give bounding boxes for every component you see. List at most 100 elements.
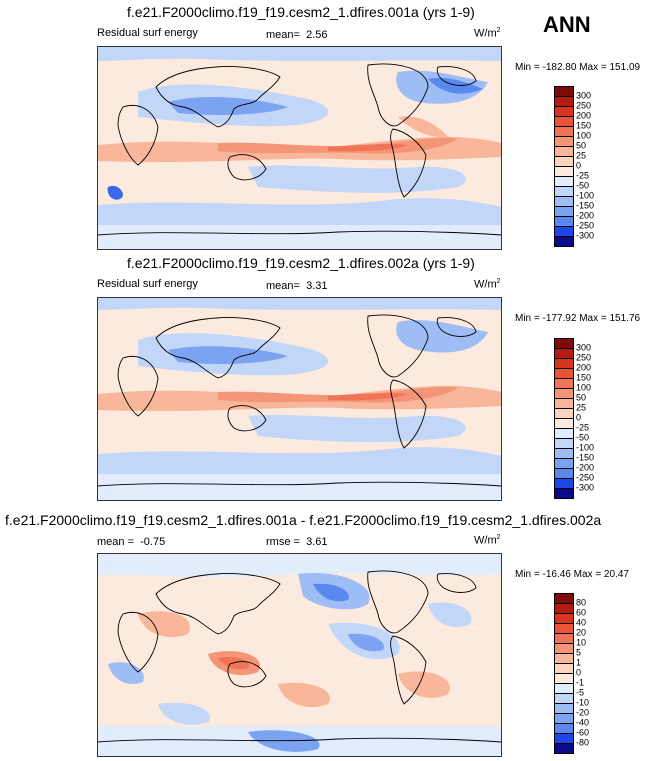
colorbar-swatch [555, 408, 573, 418]
colorbar-tick-label: 150 [576, 372, 592, 383]
min-max-label: Min = -16.46 Max = 20.47 [515, 569, 629, 580]
colorbar-swatch [555, 643, 573, 653]
colorbar-swatch [555, 594, 573, 603]
coastlines [98, 63, 501, 236]
units-label: W/m2 [474, 278, 501, 291]
colorbar-tick-label: -300 [576, 482, 595, 493]
global-map [97, 553, 502, 757]
colorbar-swatch [555, 206, 573, 216]
colorbar-tick-label: 40 [576, 617, 587, 628]
colorbar-tick-label: -200 [576, 462, 595, 473]
field-contour [328, 144, 408, 152]
field-contour [398, 116, 448, 138]
colorbar-swatch [555, 673, 573, 683]
season-label: ANN [543, 12, 591, 37]
panel-title: f.e21.F2000climo.f19_f19.cesm2_1.dfires.… [5, 512, 602, 528]
field-contour [158, 702, 210, 725]
panel-title: f.e21.F2000climo.f19_f19.cesm2_1.dfires.… [127, 255, 475, 271]
colorbar-swatch [555, 743, 573, 753]
mean-value: 3.31 [306, 280, 328, 292]
field-contour [218, 386, 458, 403]
units-label: W/m2 [474, 534, 501, 547]
min-max-label: Min = -182.80 Max = 151.09 [515, 62, 641, 73]
colorbar-swatch [555, 613, 573, 623]
field-contour [248, 165, 466, 193]
colorbar-tick-label: -1 [576, 677, 585, 688]
colorbar-swatch [555, 633, 573, 643]
colorbar-swatch [555, 663, 573, 673]
colorbar-tick-label: -150 [576, 200, 595, 211]
colorbar-swatch [555, 603, 573, 613]
colorbar-swatch [555, 348, 573, 358]
colorbar-tick-label: 100 [576, 382, 592, 393]
colorbar-tick-label: 300 [576, 342, 592, 353]
field-contour [398, 671, 450, 698]
colorbar-tick-label: -10 [576, 697, 590, 708]
colorbar-tick-label: -150 [576, 452, 595, 463]
field-contour [138, 611, 190, 638]
variable-label: Residual surf energy [97, 27, 198, 39]
colorbar-swatch [555, 693, 573, 703]
colorbar-swatch [555, 156, 573, 166]
colorbar-swatch [555, 126, 573, 136]
colorbar [554, 593, 574, 754]
colorbar-tick-label: -60 [576, 727, 590, 738]
mean-label: mean = -0.75 [97, 536, 166, 548]
colorbar-swatch [555, 488, 573, 498]
colorbar-tick-label: -25 [576, 422, 590, 433]
colorbar-swatch [555, 478, 573, 488]
colorbar-tick-label: -50 [576, 432, 590, 443]
colorbar-swatch [555, 166, 573, 176]
colorbar-swatch [555, 388, 573, 398]
field-contour [396, 320, 488, 353]
colorbar-labels: 80 60 40 20 10 5 1 0 -1 -5 -10 -20 -40 -60 -80 [576, 593, 616, 751]
field-contour [168, 97, 288, 115]
mean-value: 2.56 [306, 29, 328, 41]
colorbar-swatch [555, 623, 573, 633]
global-map [97, 297, 502, 501]
colorbar-swatch [555, 683, 573, 693]
colorbar-swatch [555, 368, 573, 378]
colorbar-tick-label: 0 [576, 412, 582, 423]
colorbar-tick-label: 250 [576, 100, 592, 111]
colorbar-swatch [555, 448, 573, 458]
colorbar-tick-label: 150 [576, 120, 592, 131]
colorbar-tick-label: 80 [576, 597, 587, 608]
field-contour [278, 682, 330, 708]
colorbar-swatch [555, 216, 573, 226]
mean-value: -0.75 [140, 536, 166, 548]
colorbar-tick-label: -25 [576, 170, 590, 181]
colorbar-swatch [555, 146, 573, 156]
rmse-label: rmse = 3.61 [266, 536, 328, 548]
field-contour [428, 602, 472, 628]
colorbar-swatch [555, 116, 573, 126]
colorbar-swatch [555, 458, 573, 468]
colorbar-labels: 300 250 200 150 100 50 25 0 -25 -50 -100 -150 -200 -2… [576, 86, 616, 244]
colorbar-tick-label: 50 [576, 392, 587, 403]
colorbar-tick-label: -40 [576, 717, 590, 728]
rmse-value: 3.61 [306, 536, 328, 548]
colorbar-swatch [555, 428, 573, 438]
colorbar-swatch [555, 703, 573, 713]
units-label: W/m2 [474, 27, 501, 40]
field-contour [98, 198, 501, 225]
field-contour [98, 447, 501, 474]
colorbar-swatch [555, 96, 573, 106]
field-contour [218, 137, 458, 154]
field-contour [328, 393, 408, 401]
colorbar-swatch [555, 358, 573, 368]
colorbar-tick-label: 50 [576, 140, 587, 151]
field-contour [107, 185, 123, 200]
coastlines [98, 314, 501, 487]
colorbar-swatch [555, 186, 573, 196]
colorbar-tick-label: 60 [576, 607, 587, 618]
global-map [97, 46, 502, 250]
colorbar-tick-label: 25 [576, 150, 587, 161]
min-max-label: Min = -177.92 Max = 151.76 [515, 313, 641, 324]
colorbar-swatch [555, 713, 573, 723]
colorbar-tick-label: -80 [576, 737, 590, 748]
variable-label: Residual surf energy [97, 278, 198, 290]
colorbar-tick-label: -200 [576, 210, 595, 221]
colorbar-tick-label: 300 [576, 90, 592, 101]
colorbar-tick-label: -250 [576, 220, 595, 231]
